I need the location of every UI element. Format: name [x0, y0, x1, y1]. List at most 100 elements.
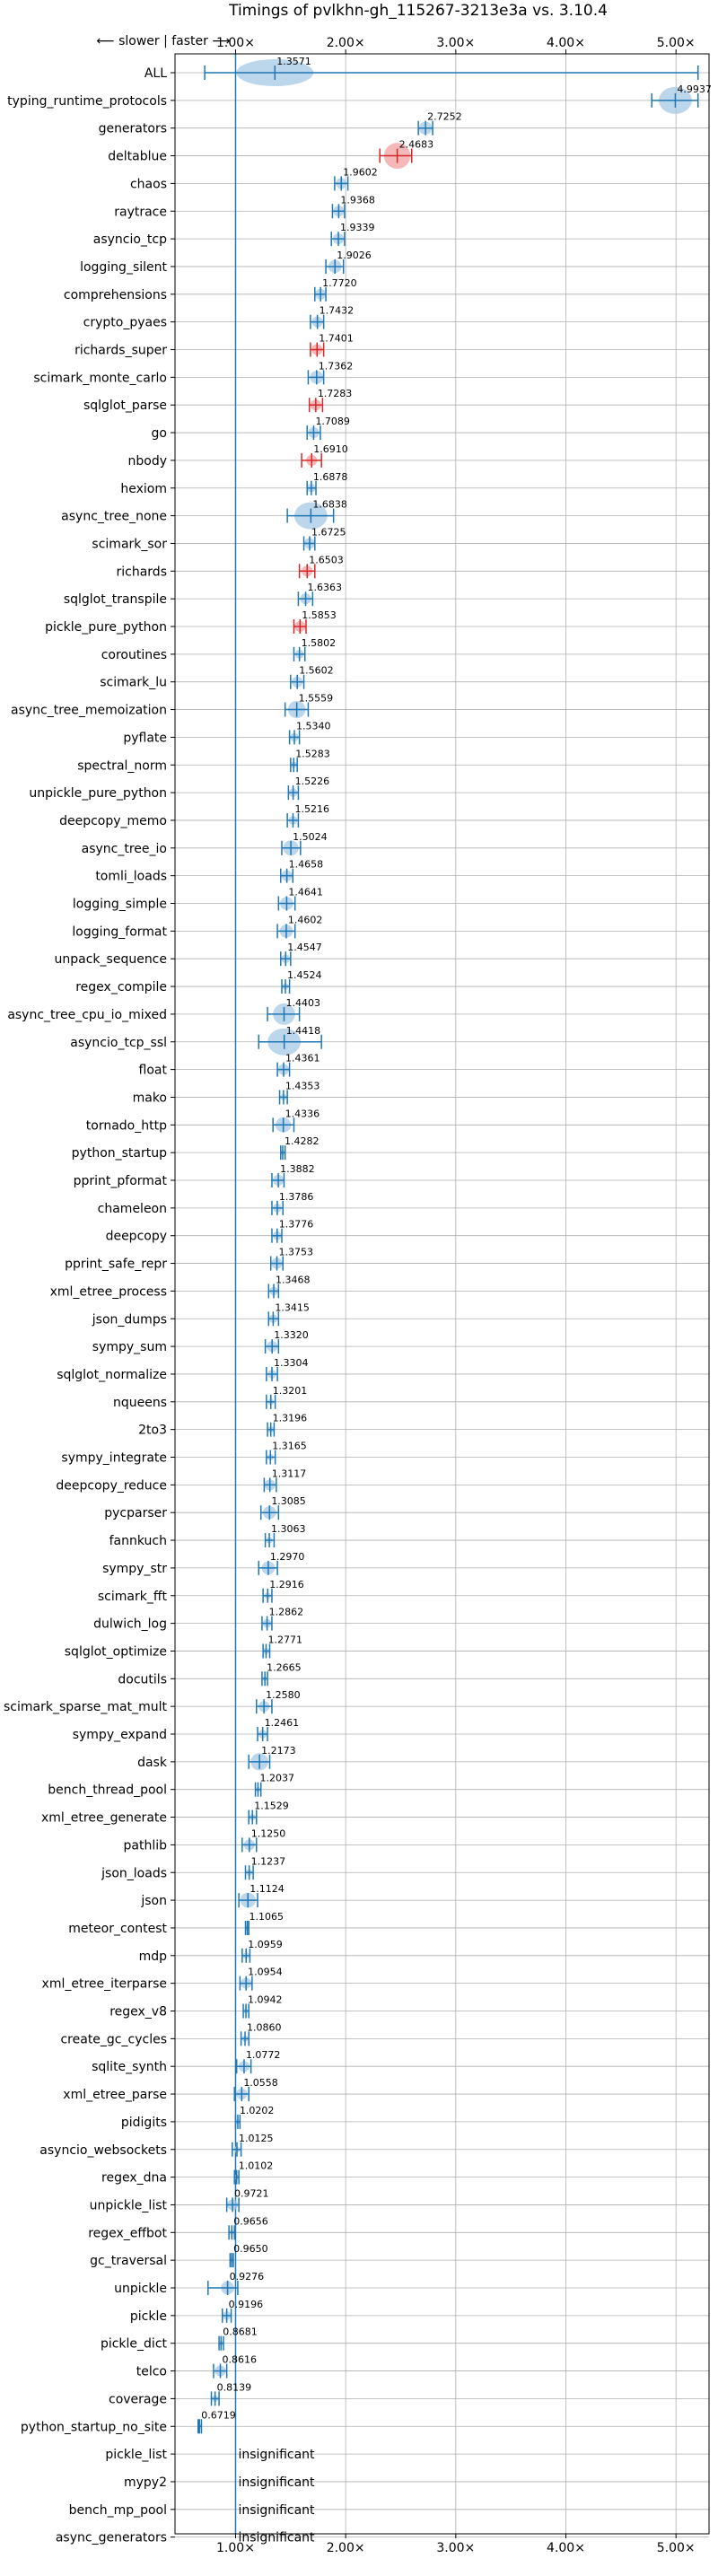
value-label: 1.3786: [279, 1191, 314, 1203]
value-label: 1.4658: [289, 859, 324, 871]
value-label: 1.3165: [272, 1441, 307, 1452]
category-label: asyncio_websockets: [39, 2143, 167, 2158]
value-label: 1.1237: [251, 1855, 286, 1867]
value-label: 1.1124: [250, 1883, 285, 1895]
category-label: regex_dna: [101, 2171, 167, 2186]
category-label: pprint_safe_repr: [65, 1257, 167, 1272]
value-label: 1.9339: [340, 222, 375, 233]
category-label: dask: [137, 1756, 168, 1770]
direction-label: ⟵ slower | faster ⟶: [97, 34, 231, 48]
value-label: 1.0202: [240, 2105, 275, 2116]
value-label: 1.6725: [311, 526, 346, 538]
category-label: fannkuch: [109, 1534, 167, 1548]
category-label: xml_etree_process: [50, 1284, 167, 1299]
category-label: coverage: [109, 2392, 167, 2406]
value-label: 1.2916: [269, 1579, 304, 1590]
value-label: 1.0959: [248, 1939, 283, 1950]
category-label: asyncio_tcp_ssl: [70, 1036, 167, 1050]
category-label: scimark_sor: [92, 537, 167, 551]
category-label: asyncio_tcp: [93, 232, 167, 247]
value-label: 1.3085: [271, 1495, 306, 1507]
category-label: crypto_pyaes: [83, 316, 167, 330]
category-label: richards_super: [74, 344, 167, 358]
category-label: unpickle_list: [90, 2198, 168, 2212]
category-label: mako: [133, 1091, 167, 1105]
category-label: pickle_list: [105, 2448, 167, 2462]
value-label: 1.0125: [239, 2133, 274, 2144]
value-label: 1.2665: [267, 1661, 302, 1673]
value-label: 1.2771: [267, 1634, 302, 1645]
value-label: 1.5216: [294, 803, 329, 815]
value-label: 1.0558: [243, 2077, 278, 2089]
value-label: 1.4641: [288, 887, 323, 898]
value-label: 1.7089: [315, 416, 350, 427]
value-label: 1.3415: [275, 1301, 310, 1313]
value-label: 1.5340: [296, 720, 331, 732]
category-label: unpack_sequence: [55, 952, 167, 967]
value-label: 0.9196: [229, 2299, 264, 2310]
value-label: 1.3201: [273, 1385, 308, 1397]
category-label: generators: [99, 122, 167, 136]
value-label: 1.5226: [295, 775, 330, 787]
value-label: 1.5024: [293, 831, 328, 843]
value-label: 1.4524: [287, 969, 322, 981]
value-label: 0.9721: [234, 2187, 269, 2199]
category-label: deltablue: [108, 150, 167, 164]
category-label: async_tree_io: [82, 842, 167, 856]
category-label: sqlglot_normalize: [57, 1368, 167, 1382]
category-label: dulwich_log: [93, 1617, 167, 1632]
category-label: sympy_sum: [92, 1340, 167, 1354]
category-label: sqlglot_optimize: [65, 1644, 167, 1659]
value-label: 1.4336: [285, 1108, 320, 1119]
category-label: scimark_lu: [100, 676, 167, 690]
category-label: deepcopy_memo: [59, 814, 167, 828]
category-label: json_loads: [101, 1866, 167, 1880]
value-label: 1.9368: [340, 194, 375, 206]
category-label: json: [140, 1894, 167, 1908]
category-label: xml_etree_iterparse: [42, 1977, 167, 1992]
value-label: 1.6838: [312, 499, 347, 511]
value-label: 0.8681: [223, 2326, 257, 2338]
value-label: 1.3063: [271, 1523, 306, 1535]
category-label: scimark_sparse_mat_mult: [4, 1700, 167, 1714]
x-tick-label: 1.00×: [216, 36, 255, 50]
value-label: 1.7432: [320, 305, 355, 317]
x-tick-label: 1.00×: [216, 2541, 255, 2555]
value-label: 1.4418: [286, 1025, 321, 1037]
value-label: 1.3753: [279, 1247, 314, 1258]
category-label: tornado_http: [86, 1118, 167, 1133]
value-label: 1.6878: [313, 471, 348, 483]
category-label: xml_etree_parse: [63, 2088, 167, 2102]
value-label: 1.3571: [276, 56, 311, 67]
category-label: deepcopy: [106, 1230, 167, 1244]
category-label: async_tree_none: [61, 510, 167, 524]
value-label: 0.8139: [217, 2381, 252, 2393]
value-labels: 1.3571 4.9937 2.7252 2.4683 1.9602 1.9368 1.93…: [201, 56, 712, 2545]
value-label: 1.5283: [295, 748, 330, 759]
category-label: sqlite_synth: [92, 2060, 167, 2074]
category-label: create_gc_cycles: [60, 2032, 167, 2046]
value-label: 1.4361: [285, 1053, 320, 1065]
x-tick-label: 5.00×: [657, 2541, 696, 2555]
category-label: typing_runtime_protocols: [7, 94, 167, 109]
category-label: nbody: [128, 454, 168, 469]
value-label: 1.1529: [254, 1801, 289, 1812]
category-label: hexiom: [120, 482, 167, 496]
category-label: tomli_loads: [95, 870, 167, 884]
category-label: meteor_contest: [68, 1922, 167, 1936]
category-label: gc_traversal: [90, 2254, 167, 2268]
category-label: raytrace: [114, 205, 167, 219]
value-label: 1.6910: [313, 443, 348, 455]
category-label: json_dumps: [92, 1312, 167, 1327]
category-label: scimark_fft: [98, 1590, 168, 1604]
category-label: pycparser: [104, 1506, 167, 1520]
value-label: 1.3776: [279, 1219, 314, 1231]
value-label: 1.3320: [274, 1329, 309, 1341]
category-label: logging_silent: [80, 260, 167, 275]
category-label: pickle_pure_python: [45, 620, 167, 635]
value-label: 1.9602: [343, 166, 378, 178]
value-label: 1.4403: [285, 997, 320, 1009]
category-label: pickle: [130, 2309, 167, 2324]
value-label: 1.5853: [302, 609, 337, 621]
category-label: docutils: [118, 1672, 167, 1687]
